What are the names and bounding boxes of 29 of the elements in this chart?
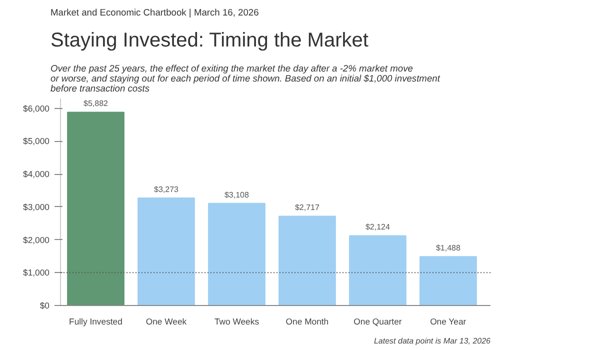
y-tick-label: $3,000 [23, 202, 50, 212]
chart-subtitle: Market and Economic Chartbook | March 16, 2026 [50, 8, 259, 18]
chart-title: Staying Invested: Timing the Market [50, 30, 369, 52]
bar [138, 197, 195, 306]
data-label: $2,124 [365, 222, 390, 232]
bar [349, 235, 406, 306]
x-tick-label: One Month [286, 316, 329, 326]
text: Latest data point is Mar 13, 2026 [374, 336, 492, 346]
y-tick-label: $4,000 [23, 169, 50, 180]
bar [278, 216, 336, 306]
y-tick-label: $1,000 [23, 268, 50, 278]
data-label: $3,108 [224, 190, 250, 200]
x-tick-label: One Week [146, 316, 188, 326]
data-label: $3,273 [154, 184, 180, 194]
text: Over the past 25 years, the effect of exiting the market the day after a -2% market move or worse, and staying out for each period of time shown. Based on an initial $1,000 investment before transaction costs [50, 64, 440, 94]
x-tick-label: One Quarter [354, 316, 402, 326]
data-label: $2,717 [294, 203, 320, 212]
x-tick-label: One Year [430, 316, 466, 326]
data-label: $1,488 [436, 244, 461, 253]
y-tick-label: $2,000 [23, 234, 50, 245]
bar [208, 202, 266, 306]
x-tick-label: Two Weeks [214, 316, 260, 326]
y-tick-label: $6,000 [23, 103, 50, 114]
bar [420, 256, 477, 306]
y-tick-label: $0 [40, 300, 50, 310]
y-tick-label: $5,000 [23, 136, 50, 146]
bar [67, 112, 124, 306]
data-label: $5,882 [84, 99, 109, 108]
x-tick-label: Fully Invested [69, 316, 123, 326]
